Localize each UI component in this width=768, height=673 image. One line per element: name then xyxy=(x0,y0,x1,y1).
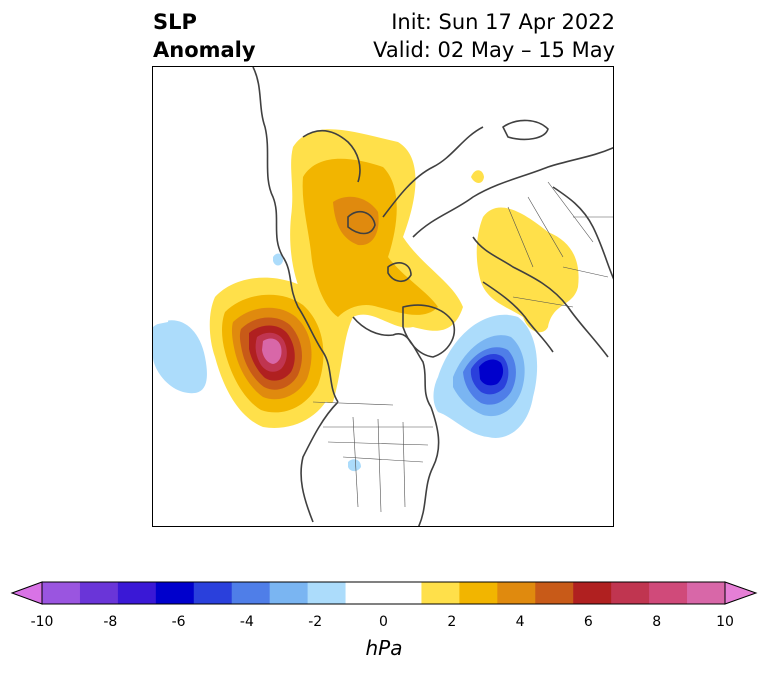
colorbar-cell xyxy=(117,582,157,604)
valid-range: Valid: 02 May – 15 May xyxy=(373,38,615,62)
colorbar-cell xyxy=(573,582,612,604)
white-gap xyxy=(153,272,173,325)
colorbar-cell xyxy=(687,582,726,604)
colorbar-tick-label: -10 xyxy=(30,614,54,630)
colorbar-tick-label: -4 xyxy=(239,614,254,630)
coastlines xyxy=(252,67,613,526)
low-atlantic-5 xyxy=(479,359,504,386)
high-pacific-7 xyxy=(262,338,282,364)
colorbar-tick-label: 10 xyxy=(716,614,734,630)
colorbar-tick-label: 0 xyxy=(379,614,388,630)
colorbar-cell xyxy=(79,582,119,604)
colorbar-tick-label: 6 xyxy=(583,614,593,630)
colorbar-cell xyxy=(345,582,384,604)
low-spot-2 xyxy=(348,459,361,472)
colorbar-extend-min xyxy=(10,581,43,605)
colorbar-tick-label: 8 xyxy=(652,614,662,630)
colorbar-cell xyxy=(611,582,650,604)
colorbar-cell xyxy=(383,582,422,604)
colorbar-tick-label: -2 xyxy=(308,614,323,630)
colorbar-tick-label: 2 xyxy=(447,614,457,630)
map-title: SLP Anomaly xyxy=(153,8,256,64)
anomaly-shading xyxy=(153,129,579,472)
colorbar-frame xyxy=(41,581,726,605)
title-variable: SLP xyxy=(153,10,197,34)
colorbar-cell xyxy=(231,582,271,604)
colorbar-cell xyxy=(193,582,233,604)
map-canvas xyxy=(153,67,613,526)
colorbar-extend-max xyxy=(724,581,758,605)
map-dates: Init: Sun 17 Apr 2022 Valid: 02 May – 15… xyxy=(373,8,615,64)
low-left xyxy=(153,320,207,394)
colorbar-cell xyxy=(155,582,195,604)
colorbar-cell xyxy=(535,582,574,604)
anomaly-map xyxy=(152,66,614,527)
title-type: Anomaly xyxy=(153,38,256,62)
ridge-eurasia xyxy=(476,207,579,333)
colorbar-tick-label: -6 xyxy=(171,614,186,630)
low-spot-1 xyxy=(273,253,283,266)
ridge-eurasia-spot xyxy=(471,170,484,183)
colorbar-cell xyxy=(459,582,498,604)
colorbar-cell xyxy=(649,582,688,604)
colorbar-cell xyxy=(42,582,81,604)
borders xyxy=(312,181,613,513)
colorbar-cell xyxy=(421,582,460,604)
colorbar-cell xyxy=(497,582,536,604)
colorbar-tick-label: 4 xyxy=(515,614,525,630)
init-date: Init: Sun 17 Apr 2022 xyxy=(391,10,615,34)
colorbar-tick-label: -8 xyxy=(103,614,118,630)
colorbar-cell xyxy=(307,582,347,604)
colorbar-unit: hPa xyxy=(365,636,403,660)
colorbar-cell xyxy=(269,582,309,604)
colorbar xyxy=(10,581,758,605)
